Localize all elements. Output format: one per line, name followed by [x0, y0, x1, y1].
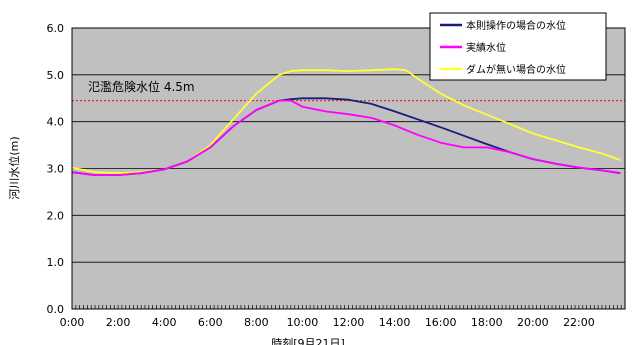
y-tick-label: 1.0 — [47, 256, 65, 269]
x-tick-label: 4:00 — [152, 316, 177, 329]
y-tick-label: 6.0 — [47, 22, 65, 35]
legend-label: 実績水位 — [466, 41, 506, 54]
y-axis-label: 河川水位(m) — [7, 136, 21, 199]
series-lines — [71, 68, 621, 177]
legend-label: 本則操作の場合の水位 — [466, 19, 566, 32]
plot-border — [71, 27, 626, 310]
y-tick-label: 2.0 — [47, 209, 65, 222]
x-tick-label: 0:00 — [60, 316, 85, 329]
x-tick-label: 2:00 — [106, 316, 131, 329]
y-tick-label: 3.0 — [47, 163, 65, 176]
x-tick-label: 6:00 — [198, 316, 223, 329]
series-line-1 — [71, 99, 621, 177]
x-tick-label: 20:00 — [517, 316, 549, 329]
x-tick-label: 14:00 — [379, 316, 411, 329]
x-tick-labels: 0:00 2:00 4:00 6:00 8:00 10:00 12:00 14:00 16:00… — [60, 316, 595, 329]
y-tick-label: 5.0 — [47, 69, 65, 82]
x-tick-label: 16:00 — [425, 316, 457, 329]
minor-tick-marks — [71, 305, 626, 309]
x-tick-label: 10:00 — [287, 316, 319, 329]
x-axis-label: 時刻[9月21日] — [271, 336, 345, 345]
x-tick-label: 8:00 — [244, 316, 269, 329]
y-tick-labels: 0.0 1.0 2.0 3.0 4.0 5.0 6.0 — [47, 22, 65, 316]
legend-label: ダムが無い場合の水位 — [466, 63, 566, 76]
x-tick-label: 18:00 — [471, 316, 503, 329]
threshold-label: 氾濫危険水位 4.5m — [88, 79, 195, 94]
y-tick-label: 4.0 — [47, 116, 65, 129]
x-tick-label: 12:00 — [333, 316, 365, 329]
y-tick-label: 0.0 — [47, 303, 65, 316]
x-tick-label: 22:00 — [563, 316, 595, 329]
